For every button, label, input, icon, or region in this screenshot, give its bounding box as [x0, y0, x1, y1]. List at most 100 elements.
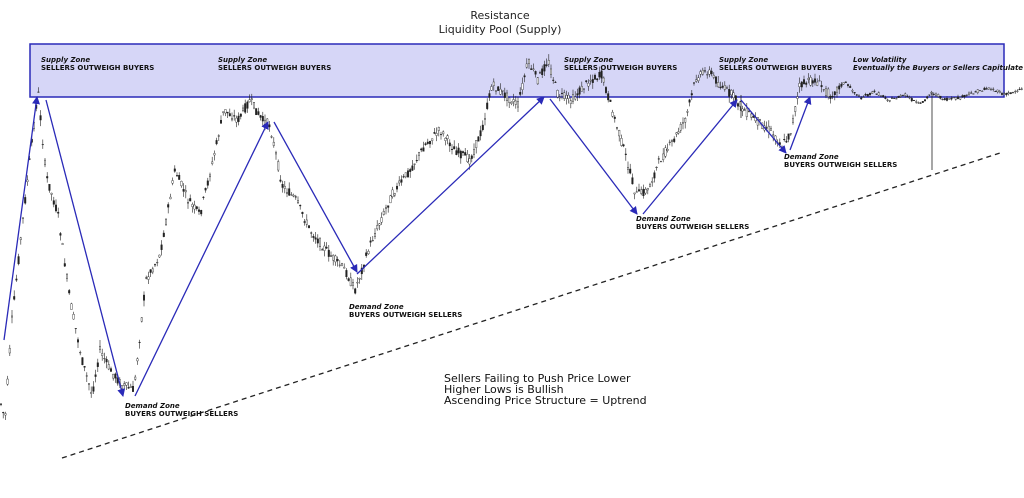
- candle-body: [208, 174, 211, 178]
- candle-body: [523, 75, 526, 78]
- candle-body: [948, 98, 951, 100]
- candle-body: [939, 95, 942, 99]
- candle-body: [624, 153, 627, 155]
- candle-body: [743, 109, 746, 111]
- candle-body: [976, 89, 979, 93]
- candle-body: [990, 88, 993, 91]
- candle-body: [545, 64, 548, 66]
- candle-body: [200, 210, 203, 215]
- candle-body: [125, 382, 128, 386]
- candle-body: [374, 233, 377, 237]
- candle-body: [836, 86, 839, 93]
- candle-body: [864, 94, 867, 96]
- candle-body: [638, 189, 641, 192]
- candle-body: [871, 91, 874, 94]
- candle-body: [752, 115, 755, 118]
- candle-body: [833, 91, 836, 96]
- candle-body: [589, 80, 592, 82]
- candle-body: [741, 108, 744, 112]
- demand-zone-label: BUYERS OUTWEIGH SELLERS: [636, 223, 749, 231]
- candle-body: [261, 116, 264, 122]
- candle-body: [919, 102, 922, 104]
- candle-body: [98, 345, 101, 350]
- candle-body: [928, 94, 931, 96]
- candle-body: [173, 168, 176, 172]
- low-volatility-label: Eventually the Buyers or Sellers Capitul…: [853, 64, 1023, 72]
- candle-body: [380, 217, 383, 223]
- candle-body: [162, 232, 165, 237]
- candle-body: [310, 232, 313, 234]
- candle-body: [844, 81, 847, 83]
- candle-body: [330, 255, 333, 257]
- candle-body: [477, 136, 480, 142]
- candle-body: [820, 85, 823, 88]
- candle-body: [875, 93, 878, 95]
- candle-body: [673, 138, 676, 142]
- candle-body: [433, 132, 436, 134]
- candle-body: [193, 204, 196, 210]
- candle-body: [184, 190, 187, 193]
- candle-body: [455, 150, 458, 155]
- candle-body: [950, 98, 953, 100]
- candle-body: [961, 95, 964, 98]
- candle-body: [283, 185, 286, 189]
- candle-body: [690, 93, 693, 96]
- candle-body: [233, 115, 236, 117]
- candle-body: [437, 127, 440, 131]
- swing-arrow: [740, 99, 787, 154]
- candlestick-series: [0, 54, 1023, 421]
- candle-body: [50, 192, 53, 195]
- candle-body: [164, 219, 167, 225]
- candle-body: [935, 93, 938, 96]
- supply-zone-title: Supply Zone: [218, 56, 267, 64]
- candle-body: [250, 98, 253, 100]
- candle-body: [186, 202, 189, 204]
- candle-body: [946, 98, 949, 101]
- candle-body: [429, 141, 432, 145]
- candle-body: [418, 152, 421, 156]
- swing-arrow: [134, 121, 269, 397]
- note-line: Higher Lows is Bullish: [444, 383, 564, 396]
- candle-body: [915, 101, 918, 103]
- candle-body: [226, 111, 229, 114]
- candle-body: [48, 184, 51, 191]
- candle-body: [710, 70, 713, 75]
- candle-body: [807, 78, 810, 80]
- candle-body: [609, 99, 612, 102]
- candle-body: [145, 277, 148, 279]
- candle-body: [869, 92, 872, 96]
- supply-zone-title: Supply Zone: [719, 56, 768, 64]
- candle-body: [301, 211, 304, 215]
- candle-body: [109, 368, 112, 372]
- candle-body: [569, 100, 572, 104]
- candle-body: [182, 189, 185, 192]
- candle-body: [246, 101, 249, 109]
- candle-body: [481, 124, 484, 131]
- candle-body: [492, 81, 495, 86]
- candle-body: [85, 375, 88, 377]
- candle-body: [444, 137, 447, 141]
- candle-body: [521, 83, 524, 90]
- candle-body: [279, 179, 282, 182]
- candle-body: [902, 95, 905, 97]
- candle-body: [314, 237, 317, 240]
- candle-body: [693, 82, 696, 84]
- candle-body: [431, 138, 434, 141]
- candle-body: [660, 161, 663, 163]
- candle-body: [891, 97, 894, 99]
- candle-body: [415, 160, 418, 162]
- candle-body: [635, 191, 638, 193]
- candle-body: [1003, 93, 1006, 95]
- candle-body: [0, 403, 2, 405]
- candle-body: [59, 233, 62, 236]
- candle-body: [156, 261, 159, 264]
- candle-body: [39, 115, 42, 121]
- candle-body: [1014, 91, 1017, 93]
- candle-body: [55, 204, 58, 212]
- candle-body: [389, 195, 392, 204]
- candle-body: [675, 132, 678, 135]
- candle-body: [338, 264, 341, 266]
- candle-body: [459, 150, 462, 159]
- candle-body: [789, 133, 792, 135]
- demand-zone-label: BUYERS OUTWEIGH SELLERS: [784, 161, 897, 169]
